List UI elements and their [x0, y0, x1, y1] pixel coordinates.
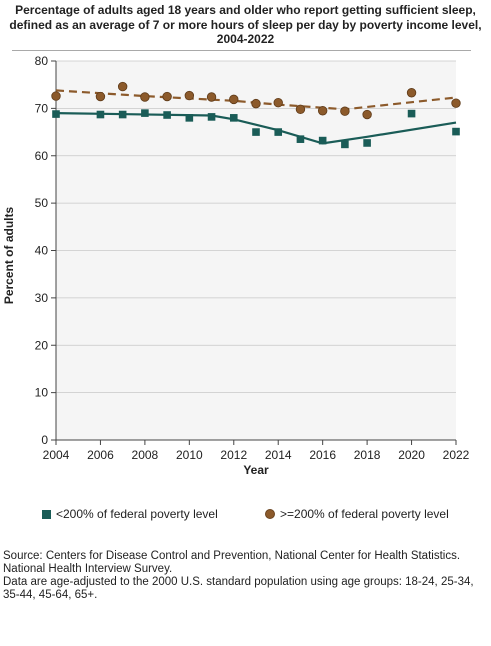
- x-tick-label: 2012: [220, 448, 247, 462]
- legend-item-above-200: >=200% of federal poverty level: [265, 507, 449, 521]
- data-point-above-200: [406, 88, 417, 98]
- source-line: Source: Centers for Disease Control and …: [3, 550, 461, 575]
- data-point-below-200: [163, 111, 171, 119]
- data-point-below-200: [318, 136, 327, 145]
- legend-label-below-200: <200% of federal poverty level: [56, 507, 218, 521]
- data-point-above-200: [140, 92, 150, 102]
- data-point-below-200: [118, 110, 127, 119]
- data-point-above-200: [229, 94, 239, 105]
- y-tick-label: 70: [35, 101, 49, 115]
- data-point-above-200: [251, 98, 261, 109]
- chart-svg: 0 10 20 30 40 50 60 70 80 2004 2006 2008 2010 2012 201…: [2, 54, 470, 477]
- data-point-above-200: [206, 92, 217, 102]
- data-point-below-200: [252, 128, 260, 136]
- data-points: [51, 81, 461, 149]
- y-tick-label: 20: [35, 338, 49, 352]
- x-tick-label: 2014: [265, 448, 292, 462]
- x-tick-label: 2008: [132, 448, 159, 462]
- data-point-below-200: [229, 114, 238, 122]
- source-note: Source: Centers for Disease Control and …: [3, 550, 489, 602]
- y-tick-label: 50: [35, 196, 49, 210]
- y-tick-label: 40: [35, 244, 49, 258]
- x-tick-label: 2022: [443, 448, 470, 462]
- y-axis-label: Percent of adults: [2, 207, 16, 305]
- data-point-above-200: [273, 97, 283, 108]
- data-point-below-200: [207, 113, 216, 121]
- square-marker-icon: [42, 509, 51, 519]
- data-point-below-200: [452, 127, 460, 136]
- y-tick-label: 10: [35, 386, 49, 400]
- legend: <200% of federal poverty level >=200% of…: [0, 507, 491, 525]
- x-tick-label: 2004: [43, 448, 70, 462]
- legend-item-below-200: <200% of federal poverty level: [42, 507, 218, 521]
- gridlines: [56, 60, 456, 394]
- data-point-above-200: [51, 91, 61, 101]
- data-note-line: Data are age-adjusted to the 2000 U.S. s…: [3, 576, 474, 601]
- legend-label-above-200: >=200% of federal poverty level: [280, 507, 449, 521]
- x-axis-label: Year: [243, 463, 269, 477]
- data-point-below-200: [141, 109, 149, 117]
- y-tick-label: 0: [41, 433, 48, 447]
- data-point-below-200: [96, 110, 105, 119]
- circle-marker-icon: [265, 509, 275, 519]
- x-tick-label: 2016: [309, 448, 336, 462]
- data-point-above-200: [162, 91, 172, 102]
- data-point-below-200: [341, 140, 349, 149]
- data-point-above-200: [117, 81, 128, 92]
- y-tick-label: 60: [35, 149, 49, 163]
- y-tick-label: 30: [35, 291, 49, 305]
- data-point-above-200: [95, 91, 106, 102]
- data-point-below-200: [274, 128, 283, 136]
- x-tick-label: 2020: [398, 448, 425, 462]
- data-point-below-200: [407, 109, 416, 118]
- data-point-below-200: [52, 110, 60, 118]
- data-point-below-200: [363, 139, 371, 147]
- x-tick-label: 2010: [176, 448, 203, 462]
- data-point-above-200: [451, 98, 461, 108]
- data-point-above-200: [295, 104, 306, 115]
- data-point-above-200: [362, 109, 372, 120]
- chart-title: Percentage of adults aged 18 years and o…: [9, 3, 482, 46]
- data-point-above-200: [317, 106, 328, 116]
- data-point-below-200: [185, 114, 194, 122]
- data-point-above-200: [340, 106, 350, 116]
- x-tick-label: 2018: [354, 448, 381, 462]
- y-tick-label: 80: [35, 54, 49, 68]
- title-divider: [12, 50, 471, 51]
- data-point-above-200: [184, 90, 195, 101]
- data-point-below-200: [296, 135, 305, 143]
- x-tick-label: 2006: [87, 448, 114, 462]
- tick-labels: 0 10 20 30 40 50 60 70 80 2004 2006 2008 2010 2012 201…: [35, 54, 470, 462]
